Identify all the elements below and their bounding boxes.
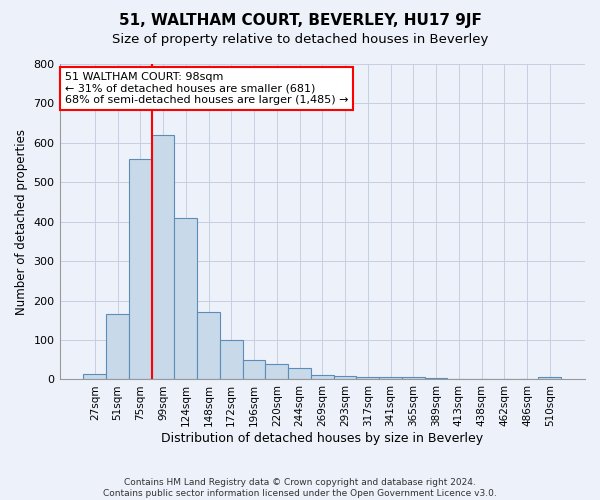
Bar — [197, 312, 220, 380]
Text: 51 WALTHAM COURT: 98sqm
← 31% of detached houses are smaller (681)
68% of semi-d: 51 WALTHAM COURT: 98sqm ← 31% of detache… — [65, 72, 348, 105]
Text: Contains HM Land Registry data © Crown copyright and database right 2024.
Contai: Contains HM Land Registry data © Crown c… — [103, 478, 497, 498]
Bar — [152, 135, 175, 380]
Bar — [379, 378, 402, 380]
Bar — [175, 218, 197, 380]
Bar — [288, 368, 311, 380]
Text: 51, WALTHAM COURT, BEVERLEY, HU17 9JF: 51, WALTHAM COURT, BEVERLEY, HU17 9JF — [119, 12, 481, 28]
Bar — [129, 158, 152, 380]
Bar — [356, 376, 379, 380]
Bar — [106, 314, 129, 380]
Bar — [402, 378, 425, 380]
Bar — [242, 360, 265, 380]
Bar — [83, 374, 106, 380]
Bar — [265, 364, 288, 380]
Bar — [220, 340, 242, 380]
Y-axis label: Number of detached properties: Number of detached properties — [15, 128, 28, 314]
Bar — [311, 374, 334, 380]
Bar — [538, 378, 561, 380]
Text: Size of property relative to detached houses in Beverley: Size of property relative to detached ho… — [112, 32, 488, 46]
X-axis label: Distribution of detached houses by size in Beverley: Distribution of detached houses by size … — [161, 432, 484, 445]
Bar — [334, 376, 356, 380]
Bar — [425, 378, 448, 380]
